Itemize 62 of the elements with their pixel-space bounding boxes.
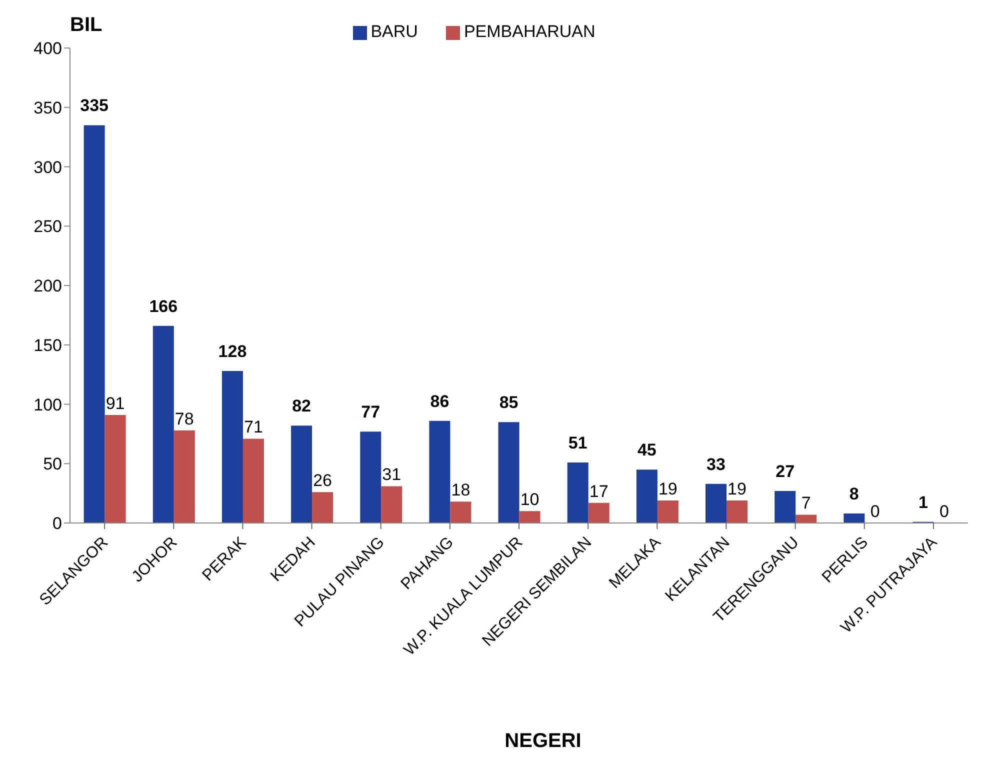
- bar: [796, 514, 817, 523]
- bar: [450, 502, 472, 523]
- data-label: 18: [451, 480, 470, 500]
- data-label: 8: [849, 484, 859, 504]
- y-tick-label: 0: [52, 514, 62, 534]
- bar: [381, 486, 402, 523]
- data-label: 33: [706, 454, 726, 474]
- bar: [774, 490, 796, 523]
- bar: [726, 500, 748, 523]
- bar: [242, 438, 264, 523]
- data-label: 51: [568, 433, 588, 452]
- data-label: 85: [499, 393, 518, 412]
- legend-label: PEMBAHARUAN: [464, 22, 596, 41]
- bar: [312, 492, 334, 523]
- data-label: 335: [80, 96, 109, 116]
- bar: [844, 514, 865, 523]
- data-label: 7: [801, 494, 811, 513]
- bar: [152, 326, 174, 523]
- bar: [429, 420, 450, 523]
- data-label: 166: [149, 296, 178, 316]
- data-label: 19: [728, 479, 746, 498]
- y-tick-label: 50: [43, 454, 62, 474]
- data-label: 45: [637, 440, 656, 460]
- data-label: 27: [776, 462, 795, 481]
- y-tick-label: 200: [34, 276, 62, 296]
- bar: [636, 470, 658, 523]
- data-label: 78: [174, 409, 194, 428]
- data-label: 0: [940, 502, 949, 521]
- y-axis-title: BIL: [70, 14, 102, 37]
- data-label: 31: [382, 465, 402, 484]
- y-tick-label: 150: [34, 336, 62, 355]
- y-tick-label: 100: [34, 395, 62, 414]
- data-label: 86: [430, 392, 450, 411]
- bar: [222, 371, 243, 523]
- data-label: 71: [244, 418, 263, 437]
- bar: [567, 462, 588, 523]
- bar: [498, 422, 520, 523]
- data-label: 128: [218, 342, 247, 361]
- bar: [588, 502, 610, 523]
- bar: [84, 125, 105, 523]
- data-label: 17: [589, 482, 608, 501]
- y-tick-label: 400: [34, 39, 62, 58]
- y-tick-label: 250: [34, 217, 62, 236]
- bar: [291, 426, 312, 523]
- data-label: 0: [870, 502, 880, 521]
- y-tick-label: 300: [34, 158, 62, 177]
- bar: [519, 511, 540, 523]
- bar: [657, 500, 678, 523]
- bar: [174, 430, 195, 523]
- data-label: 82: [292, 396, 312, 416]
- data-label: 26: [313, 471, 332, 490]
- x-axis-title: NEGERI: [504, 730, 582, 753]
- data-label: 19: [658, 479, 678, 498]
- bar: [104, 414, 126, 523]
- data-label: 77: [361, 402, 380, 422]
- legend-label: BARU: [370, 22, 418, 41]
- data-label: 10: [520, 490, 540, 510]
- data-label: 91: [106, 394, 125, 413]
- y-tick-label: 350: [34, 98, 62, 118]
- data-label: 1: [918, 492, 928, 512]
- bar: [360, 432, 382, 523]
- bar: [706, 484, 727, 523]
